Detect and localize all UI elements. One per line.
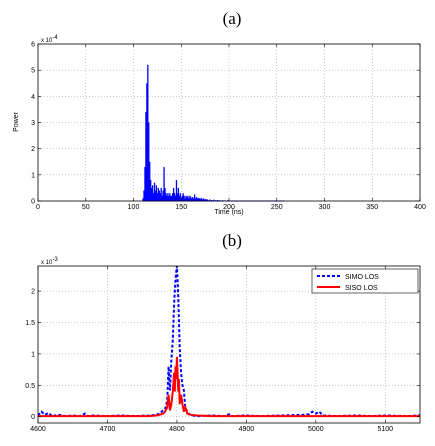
x-tick-label: 5100 bbox=[377, 426, 393, 433]
legend-box bbox=[311, 268, 419, 294]
x-tick-label: 5000 bbox=[308, 426, 324, 433]
x-tick-label: 50 bbox=[82, 204, 90, 211]
lines-b bbox=[38, 266, 420, 418]
y-exponent-a: x 10-4 bbox=[41, 35, 58, 44]
legend-b: SIMO LOS SISO LOS bbox=[311, 268, 419, 294]
legend-entry-simo: SIMO LOS bbox=[345, 274, 379, 281]
x-tick-label: 300 bbox=[319, 204, 331, 211]
legend-entry-siso: SISO LOS bbox=[345, 285, 378, 292]
y-tick-label: 5 bbox=[31, 68, 35, 75]
series-line-siso-los bbox=[38, 357, 420, 418]
y-tick-label: 4 bbox=[31, 94, 35, 101]
axes-frame-b bbox=[37, 265, 421, 424]
x-tick-label: 350 bbox=[366, 204, 378, 211]
y-tick-label: 0.5 bbox=[25, 383, 35, 390]
y-axis-label-a: Power bbox=[13, 111, 20, 132]
x-tick-label: 400 bbox=[414, 204, 426, 211]
y-tick-label: 1 bbox=[31, 172, 35, 179]
y-tick-label: 2 bbox=[31, 289, 35, 296]
series-line-simo-los bbox=[38, 266, 420, 418]
y-exponent-b: x 10-3 bbox=[41, 257, 58, 266]
x-tick-label: 4600 bbox=[30, 426, 46, 433]
x-tick-label: 250 bbox=[271, 204, 283, 211]
x-tick-label: 0 bbox=[36, 204, 40, 211]
x-tick-label: 4900 bbox=[239, 426, 255, 433]
y-tick-label: 6 bbox=[31, 42, 35, 49]
panel-label-b: (b) bbox=[222, 231, 242, 250]
y-tick-label: 1 bbox=[31, 351, 35, 358]
y-tick-label: 1.5 bbox=[25, 320, 35, 327]
panel-label-a: (a) bbox=[223, 9, 242, 28]
spectrum-plot: 4600 4700 4800 4900 5000 5100 0 0.5 1 1.5 2 x 10-… bbox=[25, 257, 421, 433]
bars-a bbox=[142, 64, 286, 202]
grid-a bbox=[37, 43, 421, 202]
y-ticks-b: 0 0.5 1 1.5 2 bbox=[25, 289, 420, 421]
y-tick-label: 3 bbox=[31, 120, 35, 127]
x-tick-label: 4700 bbox=[100, 426, 116, 433]
x-ticks-a: 0 50 100 150 200 250 300 350 400 bbox=[36, 44, 426, 211]
x-tick-label: 150 bbox=[175, 204, 187, 211]
x-tick-label: 200 bbox=[223, 204, 235, 211]
y-tick-label: 2 bbox=[31, 146, 35, 153]
x-tick-label: 4800 bbox=[169, 426, 185, 433]
y-tick-label: 0 bbox=[31, 199, 35, 206]
y-ticks-a: 0 1 2 3 4 5 6 bbox=[31, 42, 420, 206]
x-ticks-b: 4600 4700 4800 4900 5000 5100 bbox=[30, 266, 393, 433]
x-tick-label: 100 bbox=[128, 204, 140, 211]
y-tick-label: 0 bbox=[31, 414, 35, 421]
x-axis-label-a: Time (ns) bbox=[214, 209, 243, 216]
